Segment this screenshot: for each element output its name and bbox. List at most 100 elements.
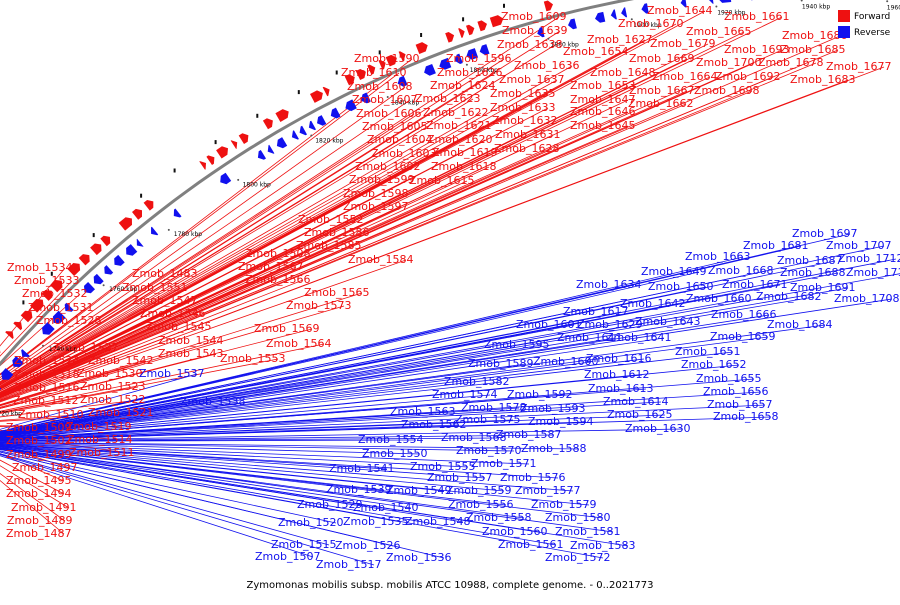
forward-gene-label[interactable]: Zmob_1683 <box>790 73 855 86</box>
reverse-gene-label[interactable]: Zmob_1537 <box>139 367 204 380</box>
reverse-gene-arrow[interactable] <box>331 108 341 119</box>
forward-gene-label[interactable]: Zmob_1603 <box>371 147 436 160</box>
forward-gene-label[interactable]: Zmob_1637 <box>499 73 564 86</box>
forward-gene-arrow[interactable] <box>263 118 273 129</box>
forward-gene-label[interactable]: Zmob_1620 <box>427 133 492 146</box>
reverse-gene-label[interactable]: Zmob_1535 <box>343 515 408 528</box>
reverse-gene-arrow[interactable] <box>309 121 316 130</box>
forward-gene-label[interactable]: Zmob_1502 <box>6 434 71 447</box>
forward-gene-label[interactable]: Zmob_1662 <box>628 97 693 110</box>
forward-gene-label[interactable]: Zmob_1567 <box>238 260 303 273</box>
forward-gene-label[interactable]: Zmob_1543 <box>158 347 223 360</box>
reverse-gene-label[interactable]: Zmob_1540 <box>353 501 418 514</box>
reverse-gene-label[interactable]: Zmob_1576 <box>500 471 565 484</box>
reverse-gene-label[interactable]: Zmob_1629 <box>577 318 642 331</box>
forward-gene-label[interactable]: Zmob_1584 <box>348 253 413 266</box>
reverse-gene-label[interactable]: Zmob_1613 <box>588 382 653 395</box>
forward-gene-label[interactable]: Zmob_1669 <box>629 52 694 65</box>
reverse-gene-label[interactable]: Zmob_1617 <box>563 305 628 318</box>
forward-gene-label[interactable]: Zmob_1645 <box>570 119 635 132</box>
reverse-gene-arrow[interactable] <box>137 239 144 247</box>
forward-gene-label[interactable]: Zmob_1512 <box>13 394 78 407</box>
forward-gene-label[interactable]: Zmob_1551 <box>122 281 187 294</box>
forward-gene-label[interactable]: Zmob_1608 <box>347 80 412 93</box>
reverse-gene-label[interactable]: Zmob_1616 <box>586 352 651 365</box>
forward-gene-label[interactable]: Zmob_1497 <box>12 461 77 474</box>
forward-gene-label[interactable]: Zmob_1624 <box>430 79 495 92</box>
forward-gene-arrow[interactable] <box>323 87 330 96</box>
reverse-gene-arrow[interactable] <box>114 255 125 266</box>
reverse-gene-arrow[interactable] <box>258 150 266 160</box>
reverse-gene-arrow[interactable] <box>292 130 299 139</box>
reverse-gene-label[interactable]: Zmob_1655 <box>696 372 761 385</box>
forward-gene-label[interactable]: Zmob_1698 <box>694 84 759 97</box>
forward-gene-label[interactable]: Zmob_1633 <box>490 101 555 114</box>
reverse-gene-label[interactable]: Zmob_1663 <box>685 250 750 263</box>
reverse-gene-label[interactable]: Zmob_1561 <box>498 538 563 551</box>
forward-gene-label[interactable]: Zmob_1686 <box>782 29 847 42</box>
forward-gene-arrow[interactable] <box>206 155 214 165</box>
forward-gene-label[interactable]: Zmob_1546 <box>140 307 205 320</box>
forward-gene-label[interactable]: Zmob_1569 <box>254 322 319 335</box>
forward-gene-label[interactable]: Zmob_1597 <box>343 200 408 213</box>
forward-gene-label[interactable]: Zmob_1547 <box>132 294 197 307</box>
forward-gene-label[interactable]: Zmob_1685 <box>780 43 845 56</box>
forward-gene-label[interactable]: Zmob_1495 <box>6 474 71 487</box>
reverse-gene-label[interactable]: Zmob_1560 <box>482 525 547 538</box>
forward-gene-label[interactable]: Zmob_1530 <box>77 367 142 380</box>
forward-gene-arrow[interactable] <box>310 90 323 103</box>
forward-gene-label[interactable]: Zmob_1552 <box>298 213 363 226</box>
forward-gene-label[interactable]: Zmob_1483 <box>132 267 197 280</box>
reverse-gene-label[interactable]: Zmob_1713 <box>846 266 900 279</box>
forward-gene-label[interactable]: Zmob_1607 <box>352 93 417 106</box>
forward-gene-arrow[interactable] <box>119 217 132 230</box>
reverse-gene-label[interactable]: Zmob_1550 <box>362 447 427 460</box>
reverse-gene-label[interactable]: Zmob_1587 <box>496 428 561 441</box>
forward-gene-label[interactable]: Zmob_1509 <box>6 421 71 434</box>
forward-gene-arrow[interactable] <box>216 146 228 158</box>
reverse-gene-label[interactable]: Zmob_1572 <box>545 551 610 564</box>
forward-gene-label[interactable]: Zmob_1615 <box>409 174 474 187</box>
forward-gene-label[interactable]: Zmob_1618 <box>431 160 496 173</box>
forward-gene-label[interactable]: Zmob_1626 <box>437 66 502 79</box>
forward-gene-label[interactable]: Zmob_1590 <box>354 52 419 65</box>
reverse-gene-label[interactable]: Zmob_1570 <box>456 444 521 457</box>
forward-gene-label[interactable]: Zmob_1534 <box>7 261 72 274</box>
forward-gene-label[interactable]: Zmob_1653 <box>570 79 635 92</box>
reverse-gene-label[interactable]: Zmob_1578 <box>461 401 526 414</box>
forward-gene-label[interactable]: Zmob_1644 <box>647 4 712 17</box>
reverse-gene-label[interactable]: Zmob_1558 <box>466 511 531 524</box>
forward-gene-label[interactable]: Zmob_1516 <box>14 381 79 394</box>
reverse-gene-label[interactable]: Zmob_1612 <box>584 368 649 381</box>
reverse-gene-arrow[interactable] <box>568 19 577 30</box>
reverse-gene-label[interactable]: Zmob_1579 <box>531 498 596 511</box>
reverse-gene-label[interactable]: Zmob_1712 <box>838 252 900 265</box>
forward-gene-label[interactable]: Zmob_1489 <box>7 514 72 527</box>
forward-gene-label[interactable]: Zmob_1670 <box>618 17 683 30</box>
reverse-gene-label[interactable]: Zmob_1520 <box>278 516 343 529</box>
forward-gene-label[interactable]: Zmob_1518 <box>14 368 79 381</box>
forward-gene-label[interactable]: Zmob_1654 <box>563 45 628 58</box>
forward-gene-arrow[interactable] <box>275 109 288 122</box>
reverse-gene-label[interactable]: Zmob_1580 <box>545 511 610 524</box>
forward-gene-label[interactable]: Zmob_1499 <box>6 448 71 461</box>
reverse-gene-arrow[interactable] <box>611 9 617 19</box>
forward-gene-arrow[interactable] <box>231 140 238 149</box>
forward-gene-label[interactable]: Zmob_1585 <box>296 239 361 252</box>
forward-gene-label[interactable]: Zmob_1564 <box>266 337 331 350</box>
reverse-gene-label[interactable]: Zmob_1668 <box>708 264 773 277</box>
forward-gene-label[interactable]: Zmob_1621 <box>426 119 491 132</box>
forward-gene-arrow[interactable] <box>100 236 110 247</box>
forward-gene-label[interactable]: Zmob_1524 <box>14 354 79 367</box>
reverse-gene-label[interactable]: Zmob_1536 <box>386 551 451 564</box>
forward-gene-label[interactable]: Zmob_1573 <box>286 299 351 312</box>
reverse-gene-label[interactable]: Zmob_1641 <box>606 331 671 344</box>
reverse-gene-label[interactable]: Zmob_1539 <box>326 483 391 496</box>
forward-gene-label[interactable]: Zmob_1494 <box>6 487 71 500</box>
forward-gene-label[interactable]: Zmob_1533 <box>14 274 79 287</box>
forward-gene-arrow[interactable] <box>466 25 474 36</box>
forward-gene-label[interactable]: Zmob_1553 <box>220 352 285 365</box>
forward-gene-label[interactable]: Zmob_1532 <box>22 287 87 300</box>
reverse-gene-label[interactable]: Zmob_1592 <box>507 388 572 401</box>
forward-gene-arrow[interactable] <box>239 133 249 144</box>
